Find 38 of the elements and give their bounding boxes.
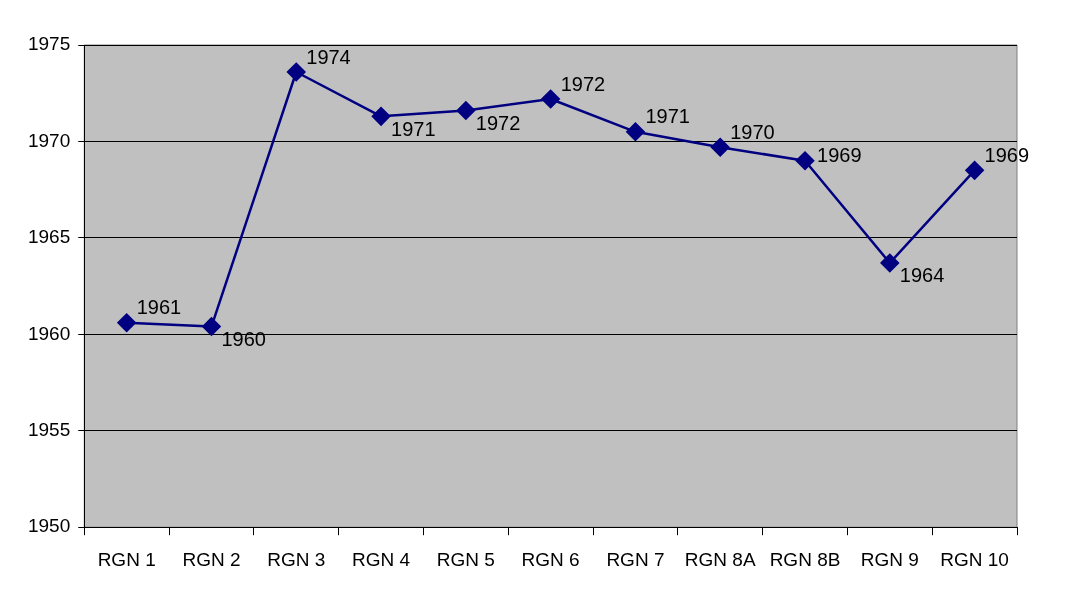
y-tick-label: 1950 <box>27 515 71 537</box>
data-label: 1971 <box>645 105 690 128</box>
y-tick-label: 1960 <box>27 322 71 344</box>
data-label: 1971 <box>391 117 436 140</box>
data-label: 1972 <box>560 72 606 95</box>
x-tick-label: RGN 1 <box>97 548 156 570</box>
y-tick-label: 1965 <box>27 226 71 248</box>
y-tick-label: 1970 <box>27 129 71 151</box>
data-label: 1961 <box>136 296 182 319</box>
point <box>202 317 221 336</box>
x-tick-label: RGN 5 <box>436 548 495 570</box>
x-tick-label: RGN 8A <box>684 548 756 570</box>
point <box>371 107 391 126</box>
data-label: 1972 <box>475 112 521 135</box>
data-label: 1969 <box>984 143 1030 166</box>
x-tick-label: RGN 8B <box>769 548 841 570</box>
point <box>117 313 136 332</box>
data-label: 1969 <box>817 144 862 167</box>
x-tick-label: RGN 3 <box>267 548 326 570</box>
data-label: 1970 <box>730 120 775 143</box>
point <box>880 253 900 273</box>
point <box>287 62 306 82</box>
x-tick-label: RGN 6 <box>521 548 580 570</box>
x-tick-label: RGN 2 <box>182 548 241 570</box>
y-tick-label: 1955 <box>27 418 71 440</box>
x-tick-label: RGN 10 <box>940 548 1009 570</box>
x-tick-label: RGN 9 <box>860 548 919 570</box>
data-label: 1964 <box>899 264 945 287</box>
point <box>965 161 984 180</box>
point <box>795 151 815 170</box>
data-label: 1974 <box>306 45 351 68</box>
point <box>710 137 730 157</box>
point <box>626 122 645 142</box>
x-tick-label: RGN 7 <box>606 548 665 570</box>
point <box>456 101 476 120</box>
point <box>541 89 560 109</box>
y-tick-label: 1975 <box>27 33 71 55</box>
x-tick-label: RGN 4 <box>352 548 411 570</box>
